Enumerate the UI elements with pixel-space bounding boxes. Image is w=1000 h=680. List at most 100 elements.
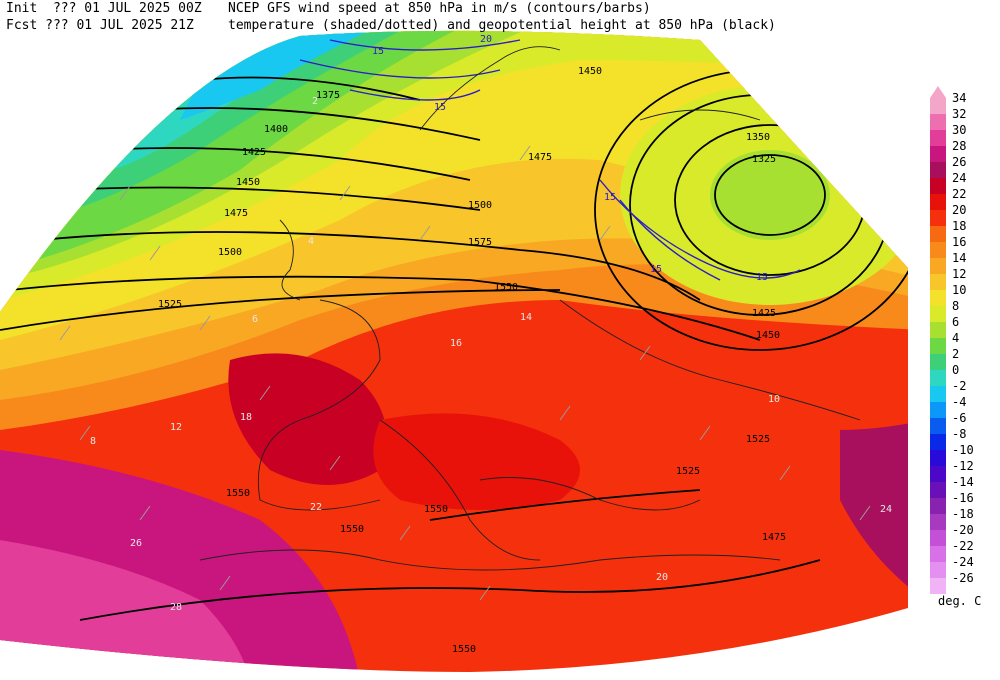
legend-swatch [930,370,946,386]
temp-label: 24 [880,504,892,515]
legend-swatch [930,194,946,210]
temp-label: 6 [252,314,258,325]
height-label: 1450 [578,66,602,77]
height-label: 1425 [242,147,266,158]
height-label: 1550 [226,488,250,499]
temp-label: 20 [656,572,668,583]
legend-swatch [930,322,946,338]
legend-swatch [930,178,946,194]
legend-label: 24 [952,171,967,185]
legend-swatch [930,402,946,418]
height-label: 1375 [316,90,340,101]
height-label: 1450 [236,177,260,188]
legend-swatch [930,306,946,322]
legend-label: -26 [952,571,974,585]
legend-label: 20 [952,203,967,217]
legend-label: 22 [952,187,967,201]
legend-label: -18 [952,507,974,521]
legend-swatch [930,114,946,130]
legend-swatch [930,146,946,162]
map-title-line2: temperature (shaded/dotted) and geopoten… [228,18,776,33]
height-label: 1475 [528,152,552,163]
legend-label: 8 [952,299,960,313]
legend-label: 34 [952,91,967,105]
legend-swatch [930,354,946,370]
legend-swatch [930,386,946,402]
legend-label: -20 [952,523,974,537]
legend-label: 26 [952,155,967,169]
legend-label: 32 [952,107,967,121]
geopotential-height-contours [0,69,908,621]
legend-label: 16 [952,235,967,249]
map-labels: 1375 1400 1425 1450 1475 1500 1525 1550 … [90,34,892,655]
legend-label: -8 [952,427,967,441]
legend-label: 4 [952,331,960,345]
legend-unit: deg. C [938,594,982,608]
height-label: 1350 [746,132,770,143]
legend-swatch [930,242,946,258]
legend-label: -22 [952,539,974,553]
legend-swatch [930,98,946,114]
legend-label: 14 [952,251,967,265]
legend-label: 28 [952,139,967,153]
height-label: 1425 [752,308,776,319]
weather-map: 1375 1400 1425 1450 1475 1500 1525 1550 … [0,30,908,673]
legend-arrow-icon [930,86,946,98]
legend-swatch [930,514,946,530]
legend-swatch [930,466,946,482]
legend-label: -24 [952,555,974,569]
legend-swatch [930,130,946,146]
temp-label: 2 [312,96,318,107]
wind-label: 15 [372,46,384,57]
legend-label: -6 [952,411,967,425]
legend-swatch [930,210,946,226]
height-label: 1500 [218,247,242,258]
height-label: 1400 [264,124,288,135]
temp-label: 26 [130,538,142,549]
wind-label: 15 [650,264,662,275]
legend-swatch [930,434,946,450]
forecast-time: Fcst ??? 01 JUL 2025 21Z [6,18,194,33]
legend-label: -2 [952,379,967,393]
height-label: 1325 [752,154,776,165]
height-label: 1525 [676,466,700,477]
map-title-line1: NCEP GFS wind speed at 850 hPa in m/s (c… [228,1,651,16]
height-label: 1500 [468,200,492,211]
legend-label: -10 [952,443,974,457]
height-label: 1550 [340,524,364,535]
temperature-color-legend: deg. C 34 32 30 28 26 24 22 20 18 16 14 12 10 8 6 4 2 0 -2… [928,86,1000,626]
wind-label: 15 [756,272,768,283]
legend-swatch [930,162,946,178]
wind-speed-contours [299,39,801,281]
wind-label: 15 [604,192,616,203]
legend-swatch [930,578,946,594]
temp-label: 10 [768,394,780,405]
temp-label: 12 [170,422,182,433]
legend-swatch [930,482,946,498]
temp-label: 18 [240,412,252,423]
temp-label: 14 [520,312,532,323]
temperature-shading [0,30,908,673]
temp-label: 4 [308,236,314,247]
height-label: 1475 [762,532,786,543]
legend-swatch [930,562,946,578]
temp-label: 16 [450,338,462,349]
height-label: 1525 [158,299,182,310]
legend-swatch [930,258,946,274]
legend-swatch [930,274,946,290]
temp-label: 28 [170,602,182,613]
height-label: 1475 [224,208,248,219]
legend-label: 2 [952,347,960,361]
init-time: Init ??? 01 JUL 2025 00Z [6,1,202,16]
legend-swatch [930,226,946,242]
legend-label: 12 [952,267,967,281]
legend-label: -12 [952,459,974,473]
height-label: 1550 [452,644,476,655]
legend-swatch [930,338,946,354]
legend-swatch [930,530,946,546]
height-label: 1550 [424,504,448,515]
wind-barbs [59,145,871,601]
legend-label: 10 [952,283,967,297]
legend-label: 30 [952,123,967,137]
legend-label: 18 [952,219,967,233]
